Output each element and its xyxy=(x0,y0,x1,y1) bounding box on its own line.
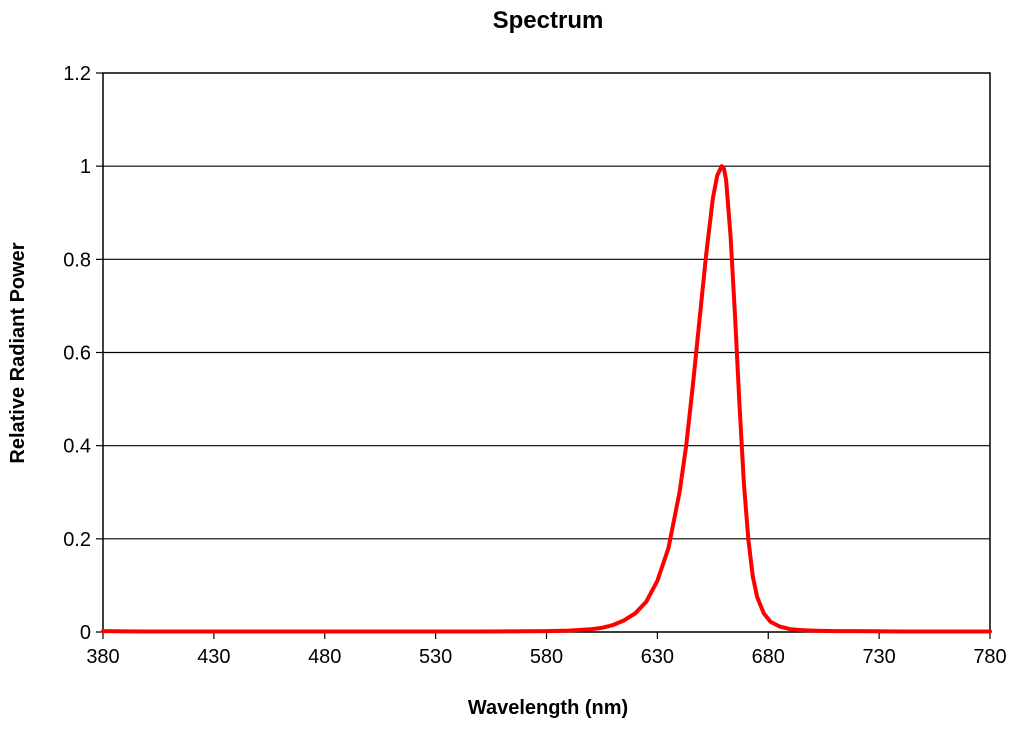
y-tick-label: 0.8 xyxy=(63,249,91,271)
x-axis-label: Wavelength (nm) xyxy=(468,697,628,719)
x-tick-label: 580 xyxy=(530,646,563,668)
x-tick-label: 480 xyxy=(308,646,341,668)
series-line-0 xyxy=(101,164,992,634)
y-tick-label: 0 xyxy=(80,622,91,644)
y-axis-label: Relative Radiant Power xyxy=(7,242,29,463)
y-tick-label: 0.6 xyxy=(63,343,91,365)
x-tick-label: 680 xyxy=(752,646,785,668)
axis-ticks: 0 0.2 0.4 0.6 0.8 1 1.2 380 430 480 530 580 630 680 73… xyxy=(63,63,1007,668)
chart-title: Spectrum xyxy=(493,7,604,34)
x-tick-label: 430 xyxy=(197,646,230,668)
x-tick-label: 780 xyxy=(973,646,1006,668)
x-tick-label: 530 xyxy=(419,646,452,668)
y-tick-label: 0.4 xyxy=(63,436,91,458)
gridlines xyxy=(103,165,990,540)
x-tick-label: 630 xyxy=(641,646,674,668)
series-layer xyxy=(101,164,992,634)
y-tick-label: 1.2 xyxy=(63,63,91,85)
x-tick-label: 730 xyxy=(862,646,895,668)
y-tick-label: 1 xyxy=(80,156,91,178)
x-tick-label: 380 xyxy=(86,646,119,668)
y-tick-label: 0.2 xyxy=(63,529,91,551)
